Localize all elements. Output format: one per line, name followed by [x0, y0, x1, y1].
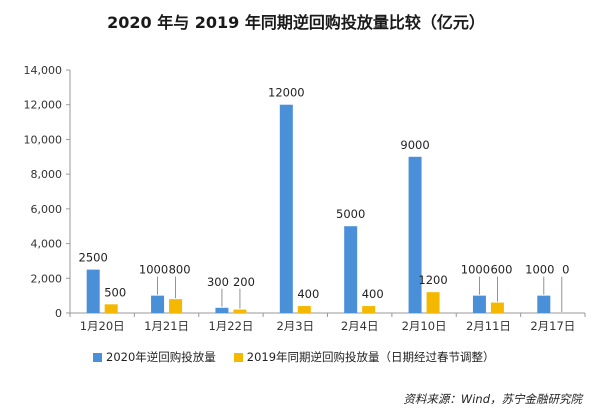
bar-2020 — [86, 269, 100, 313]
data-label-2019: 400 — [362, 287, 384, 301]
data-label-2020: 1000 — [525, 263, 554, 277]
data-label-2019: 400 — [297, 287, 319, 301]
data-label-2020: 2500 — [79, 251, 108, 265]
bar-2019 — [233, 309, 247, 313]
data-label-2019: 1200 — [418, 273, 447, 287]
chart-title: 2020 年与 2019 年同期逆回购投放量比较（亿元） — [107, 13, 485, 32]
data-label-2020: 1000 — [139, 263, 168, 277]
bar-2019 — [297, 306, 311, 313]
y-axis: 0 2,000 4,000 6,000 8,000 10,000 12,000 14,000 — [24, 64, 71, 320]
x-tick-label: 2月4日 — [341, 319, 379, 333]
bar-2019 — [169, 299, 183, 313]
data-label-2019: 800 — [169, 263, 191, 277]
y-tick-label: 12,000 — [24, 99, 63, 112]
bar-2020 — [344, 226, 358, 313]
legend: 2020年逆回购投放量 2019年同期逆回购投放量（日期经过春节调整） — [93, 349, 495, 365]
bar-2020 — [215, 307, 229, 313]
x-tick-label: 2月11日 — [466, 319, 511, 333]
data-label-2020: 9000 — [400, 138, 429, 152]
legend-label-2020: 2020年逆回购投放量 — [106, 350, 216, 364]
legend-swatch-2019 — [233, 352, 243, 362]
x-tick-label: 1月20日 — [80, 319, 125, 333]
y-tick-label: 0 — [55, 307, 62, 320]
y-tick-label: 10,000 — [24, 133, 63, 146]
data-label-2020: 12000 — [268, 86, 305, 100]
y-tick-label: 2,000 — [31, 272, 63, 285]
data-label-2019: 500 — [104, 285, 126, 299]
bar-2019 — [426, 292, 440, 313]
x-tick-label: 2月17日 — [530, 319, 575, 333]
data-label-2020: 5000 — [336, 207, 365, 221]
legend-label-2019: 2019年同期逆回购投放量（日期经过春节调整） — [246, 350, 495, 364]
legend-item-2020: 2020年逆回购投放量 — [93, 349, 216, 365]
y-tick-label: 14,000 — [24, 64, 63, 77]
data-label-2020: 300 — [207, 275, 229, 289]
bar-2020 — [279, 104, 293, 313]
x-tick-label: 2月3日 — [276, 319, 314, 333]
y-tick-label: 6,000 — [31, 203, 63, 216]
x-tick-label: 2月10日 — [402, 319, 447, 333]
legend-swatch-2020 — [93, 352, 102, 362]
bar-2020 — [537, 295, 551, 313]
bar-2019 — [104, 304, 118, 313]
bars — [86, 104, 551, 313]
bar-2019 — [362, 306, 376, 313]
bar-2020 — [151, 295, 165, 313]
x-axis: 1月20日 1月21日 1月22日 2月3日 2月4日 2月10日 2月11日 2月17日 — [69, 312, 586, 333]
data-label-2020: 1000 — [461, 263, 490, 277]
bar-2020 — [472, 295, 486, 313]
data-label-2019: 200 — [233, 275, 255, 289]
bar-2020 — [408, 156, 422, 313]
source-note: 资料来源：Wind，苏宁金融研究院 — [403, 392, 582, 406]
legend-item-2019: 2019年同期逆回购投放量（日期经过春节调整） — [233, 349, 495, 365]
y-tick-label: 8,000 — [31, 168, 63, 181]
x-tick-label: 1月21日 — [144, 319, 189, 333]
y-tick-label: 4,000 — [31, 238, 63, 251]
data-label-2019: 0 — [562, 263, 569, 277]
x-tick-label: 1月22日 — [208, 319, 253, 333]
bar-2019 — [490, 302, 504, 313]
data-label-2019: 600 — [490, 263, 512, 277]
